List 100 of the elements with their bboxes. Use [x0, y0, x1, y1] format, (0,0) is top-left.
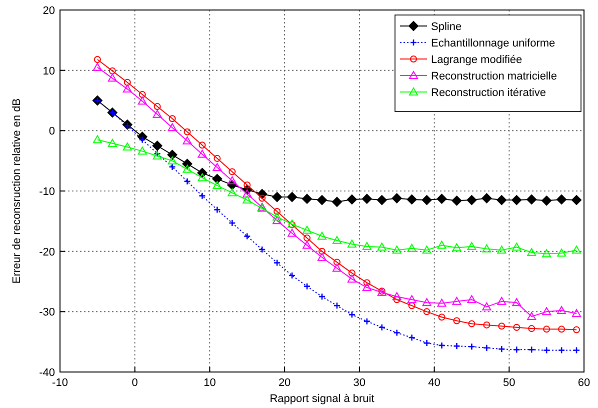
point [422, 298, 432, 306]
legend-label: Reconstruction matricielle [431, 70, 557, 82]
point [287, 192, 298, 202]
point [332, 264, 342, 272]
point [184, 178, 191, 185]
point [198, 173, 207, 182]
point [542, 346, 550, 354]
x-tick-label: -10 [52, 377, 68, 389]
point [318, 248, 326, 255]
point [348, 311, 356, 318]
y-tick-label: 20 [42, 5, 55, 17]
legend-label: Spline [431, 21, 462, 33]
point [272, 212, 282, 220]
point [122, 84, 132, 93]
point [542, 307, 552, 316]
point [138, 96, 147, 105]
point [168, 156, 177, 164]
point [302, 226, 312, 234]
point [408, 302, 416, 310]
point [198, 150, 207, 158]
x-tick-label: 0 [132, 377, 138, 389]
point [453, 317, 460, 324]
point [483, 344, 490, 352]
y-tick-label: -10 [39, 186, 55, 198]
point [423, 339, 430, 347]
point [496, 195, 507, 206]
point [483, 321, 490, 328]
y-tick-label: -30 [39, 306, 55, 319]
point [557, 306, 566, 314]
point [393, 329, 401, 336]
point [212, 162, 222, 171]
point [512, 298, 522, 306]
point [154, 103, 161, 110]
point [152, 152, 162, 160]
point [436, 194, 447, 204]
point [302, 194, 312, 204]
point [422, 246, 432, 254]
point [542, 249, 552, 258]
point [318, 292, 326, 300]
point [303, 282, 311, 290]
point [304, 234, 311, 242]
point [244, 181, 251, 188]
point [333, 258, 340, 266]
point [124, 122, 132, 130]
point [243, 232, 251, 240]
x-tick-label: 50 [503, 377, 516, 389]
point [212, 174, 222, 184]
point [138, 136, 146, 144]
point [258, 194, 266, 202]
point [168, 123, 177, 132]
point [482, 302, 492, 310]
point [138, 146, 147, 155]
x-tick-label: 60 [578, 377, 590, 389]
point [214, 206, 221, 214]
point [437, 240, 446, 249]
point [392, 292, 402, 300]
point [558, 346, 566, 354]
x-axis-title: Rapport signal à bruit [270, 393, 374, 405]
point [497, 246, 506, 254]
point [347, 274, 356, 283]
x-tick-label: 10 [204, 377, 216, 389]
point [288, 228, 297, 237]
y-tick-label: 10 [42, 65, 55, 78]
point [108, 74, 117, 82]
point [406, 194, 417, 204]
point [452, 243, 462, 252]
point [527, 248, 536, 256]
y-tick-label: -40 [39, 367, 55, 379]
point [92, 62, 102, 71]
point [288, 272, 296, 280]
point [378, 324, 386, 332]
point [228, 219, 236, 227]
y-tick-label: -20 [39, 246, 55, 258]
point [438, 342, 446, 350]
point [94, 56, 101, 63]
point [346, 194, 357, 204]
point [572, 346, 580, 354]
point [528, 346, 536, 354]
x-tick-label: 20 [278, 377, 291, 389]
point [498, 322, 506, 330]
point [437, 298, 446, 307]
point [377, 242, 386, 251]
point [228, 188, 237, 196]
point [527, 312, 536, 320]
point [318, 252, 326, 261]
point [573, 326, 580, 334]
point [198, 142, 206, 149]
point [152, 140, 162, 151]
point [407, 295, 416, 304]
point [512, 242, 522, 251]
point [543, 326, 550, 333]
point [122, 142, 132, 150]
point [468, 320, 476, 328]
point [273, 259, 281, 266]
point [242, 190, 252, 198]
x-tick-label: 40 [428, 377, 440, 389]
point [184, 128, 191, 136]
point [182, 136, 192, 144]
point [228, 168, 236, 176]
point [423, 308, 430, 316]
